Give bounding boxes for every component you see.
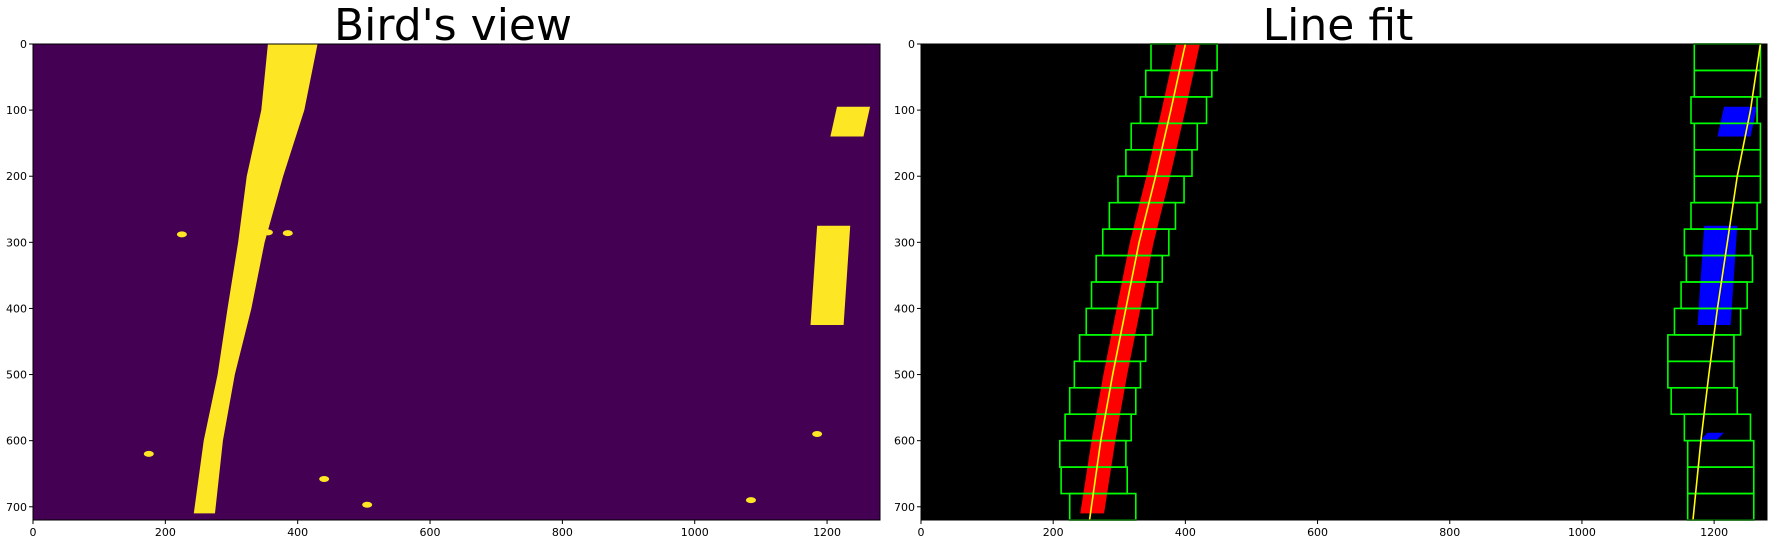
noise-blob <box>262 229 273 236</box>
y-tick-label: 600 <box>894 435 915 448</box>
y-tick-label: 500 <box>894 369 915 382</box>
x-tick-label: 600 <box>420 526 441 539</box>
x-tick-label: 200 <box>1043 526 1064 539</box>
x-tick-label: 1200 <box>1700 526 1728 539</box>
x-tick-label: 800 <box>1439 526 1460 539</box>
right-lane-pixels <box>810 225 851 325</box>
y-tick-label: 300 <box>6 236 27 249</box>
y-tick-label: 600 <box>6 435 27 448</box>
y-tick-label: 400 <box>894 302 915 315</box>
y-tick-label: 200 <box>6 170 27 183</box>
x-tick-label: 800 <box>552 526 573 539</box>
image-background <box>33 44 880 520</box>
left-lane-pixels <box>193 44 318 514</box>
axes-frame <box>920 43 1768 521</box>
line-fit-title: Line fit <box>1263 0 1414 51</box>
y-tick-label: 100 <box>894 104 915 117</box>
noise-blob <box>362 501 373 508</box>
x-tick-label: 600 <box>1307 526 1328 539</box>
y-tick-label: 700 <box>6 501 27 514</box>
y-tick-label: 0 <box>20 38 27 51</box>
birds-view-panel: 0 200 400 600 800 1000 1200 0 100 200 300 400 500 600… <box>6 38 881 539</box>
right-lane-pixels <box>830 106 871 137</box>
x-tick-label: 400 <box>1175 526 1196 539</box>
y-tick-label: 0 <box>908 38 915 51</box>
line-fit-panel: 0 200 400 600 800 1000 1200 0 100 200 300 400 500 600… <box>894 38 1768 539</box>
x-tick-label: 400 <box>287 526 308 539</box>
noise-blob <box>176 231 187 238</box>
left-fit-line <box>1088 43 1187 521</box>
y-tick-label: 700 <box>894 501 915 514</box>
axes-frame <box>32 43 881 521</box>
right-lane-pixels <box>1700 432 1725 440</box>
y-tick-label: 300 <box>894 236 915 249</box>
noise-blob <box>745 497 756 504</box>
y-tick-label: 100 <box>6 104 27 117</box>
noise-blob <box>143 450 154 457</box>
y-tick-label: 200 <box>894 170 915 183</box>
x-tick-label: 0 <box>30 526 37 539</box>
birds-view-title: Bird's view <box>334 0 572 51</box>
x-tick-label: 200 <box>155 526 176 539</box>
noise-blob <box>319 476 330 483</box>
right-lane-pixels <box>1717 106 1758 137</box>
right-lane-pixels <box>1697 225 1738 325</box>
right-fit-line <box>1692 43 1762 521</box>
x-tick-label: 0 <box>918 526 925 539</box>
y-tick-label: 400 <box>6 302 27 315</box>
noise-blob <box>282 230 293 237</box>
image-background <box>921 44 1767 520</box>
x-tick-label: 1000 <box>681 526 709 539</box>
x-tick-label: 1000 <box>1568 526 1596 539</box>
noise-blob <box>812 431 823 438</box>
left-lane-pixels <box>1080 44 1200 514</box>
x-tick-label: 1200 <box>813 526 841 539</box>
y-tick-label: 500 <box>6 369 27 382</box>
